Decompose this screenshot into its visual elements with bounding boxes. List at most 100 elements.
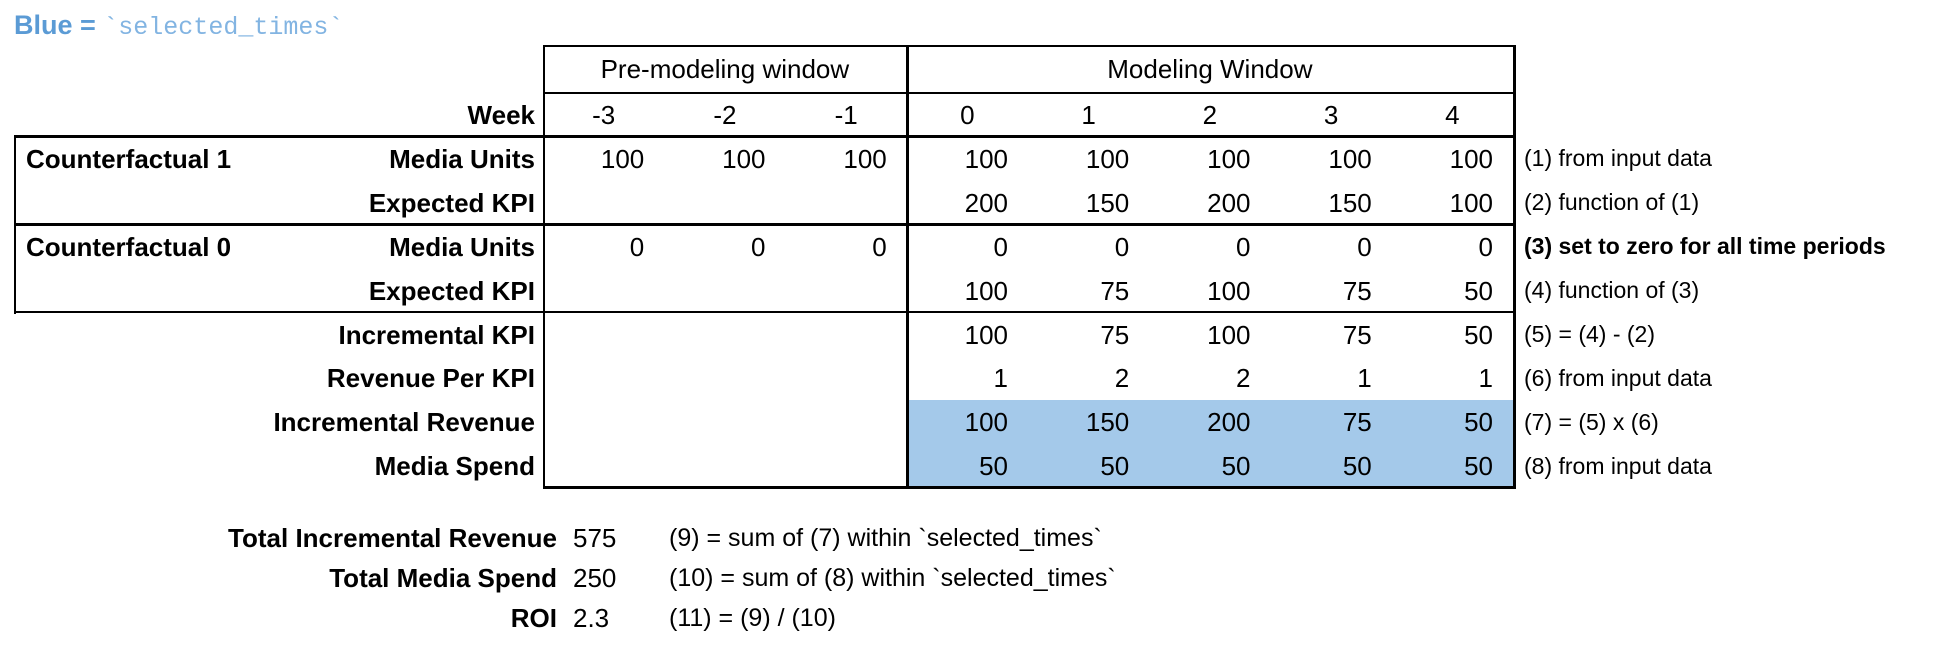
total-media-spend-formula: (10) = sum of (8) within `selected_times… [669,563,1116,592]
modeling-window-cell: 200 [1207,187,1251,218]
pre-window-cell [664,400,785,444]
roi-value: 2.3 [573,602,610,633]
roi-table: Pre-modeling window Modeling Window Week -3… [14,45,1933,488]
total-media-spend-label: Total Media Spend [329,562,557,593]
summary-row: Total Media Spend 250 (10) = sum of (8) … [100,558,1116,598]
modeling-window-cell: 150 [1328,187,1372,218]
pre-window-cell [786,313,907,357]
modeling-window-cell: 75 [1342,275,1372,306]
pre-window-cell [664,356,785,400]
modeling-window-cell: 75 [1342,407,1372,438]
legend-code: `selected_times` [103,13,344,42]
pre-window-cell: 100 [843,143,887,174]
row-annotation: (6) from input data [1524,364,1712,391]
pre-window-cell [664,313,785,357]
row-label: Revenue Per KPI [326,363,535,394]
legend: Blue = `selected_times` [14,8,343,45]
counterfactual-group-label: Counterfactual 0 [26,231,232,262]
pre-window-cell: 0 [751,231,766,262]
row-label: Media Spend [374,451,535,482]
modeling-window-cell: 150 [1085,187,1130,218]
modeling-window-header: Modeling Window [1107,53,1313,84]
total-incremental-revenue-value: 575 [573,522,617,553]
pre-window-cell [664,269,785,313]
modeling-window-cell: 100 [964,143,1008,174]
modeling-window-cell: 0 [1357,231,1372,262]
pre-window-cell: 0 [872,231,887,262]
row-annotation: (3) set to zero for all time periods [1524,233,1886,260]
modeling-window-cell: 50 [1221,451,1251,482]
modeling-window-cell: 0 [1478,231,1493,262]
roi-formula: (11) = (9) / (10) [669,603,836,632]
pre-window-cell [786,400,907,444]
modeling-window-cell: 100 [1207,319,1251,350]
week-value: 1 [1081,99,1096,130]
pre-window-cell [786,356,907,400]
row-annotation: (2) function of (1) [1524,189,1700,216]
modeling-window-cell: 100 [1207,143,1251,174]
modeling-window-cell: 100 [1449,143,1493,174]
modeling-window-cell: 50 [979,451,1008,482]
row-annotation: (8) from input data [1524,452,1712,479]
modeling-window-cell: 100 [1207,275,1251,306]
modeling-window-cell: 200 [1207,407,1251,438]
week-value: -3 [592,99,616,130]
pre-window-cell [786,269,907,313]
pre-window-cell [664,444,785,488]
row-annotation: (5) = (4) - (2) [1524,321,1655,347]
modeling-window-cell: 75 [1100,319,1130,350]
week-value: 3 [1323,99,1339,130]
row-label: Media Units [389,143,535,174]
modeling-window-cell: 100 [1328,143,1372,174]
modeling-window-cell: 0 [993,231,1008,262]
modeling-window-cell: 150 [1085,407,1130,438]
modeling-window-cell: 1 [993,363,1008,394]
total-media-spend-value: 250 [573,562,617,593]
table-border-under-counterfactual0 [14,311,1516,313]
row-label: Expected KPI [368,187,535,218]
summary-row: ROI 2.3 (11) = (9) / (10) [100,598,1116,638]
pre-window-cell [543,313,664,357]
modeling-window-cell: 100 [1449,187,1493,218]
legend-label: Blue = [14,10,96,40]
modeling-window-cell: 50 [1342,451,1372,482]
modeling-window-cell: 50 [1464,275,1493,306]
summary-section: Total Incremental Revenue 575 (9) = sum … [100,518,1116,638]
row-label: Media Units [389,231,535,262]
table-border-window-divider [906,45,909,489]
modeling-window-cell: 50 [1464,407,1493,438]
table-border-under-week [14,135,1516,138]
pre-window-cell [543,400,664,444]
week-value: 2 [1202,99,1218,130]
modeling-window-cell: 1 [1357,363,1372,394]
row-label: Incremental KPI [338,319,535,350]
modeling-window-cell: 200 [964,187,1008,218]
table-border-under-header [543,92,1516,94]
modeling-window-cell: 75 [1100,275,1130,306]
modeling-window-cell: 100 [964,275,1008,306]
roi-label: ROI [510,602,557,633]
table-border-right [1513,45,1516,489]
selected-times-highlight [907,400,1513,488]
row-label: Incremental Revenue [273,407,535,438]
week-row-label: Week [467,99,535,130]
table-border-between-counterfactuals [14,223,1516,226]
modeling-window-cell: 100 [1085,143,1130,174]
week-value: -2 [713,99,737,130]
modeling-window-cell: 2 [1236,363,1251,394]
table-border-labels [543,45,545,489]
week-value: 0 [960,99,975,130]
pre-window-cell: 100 [722,143,766,174]
modeling-window-cell: 2 [1114,363,1130,394]
week-value: -1 [834,99,858,130]
pre-window-cell [664,181,785,225]
summary-row: Total Incremental Revenue 575 (9) = sum … [100,518,1116,558]
pre-window-cell [543,269,664,313]
modeling-window-cell: 1 [1478,363,1493,394]
row-annotation: (4) function of (3) [1524,277,1700,304]
modeling-window-cell: 50 [1464,319,1493,350]
pre-window-cell [543,181,664,225]
row-annotation: (7) = (5) x (6) [1524,408,1659,435]
table-border-bottom [543,486,1516,489]
